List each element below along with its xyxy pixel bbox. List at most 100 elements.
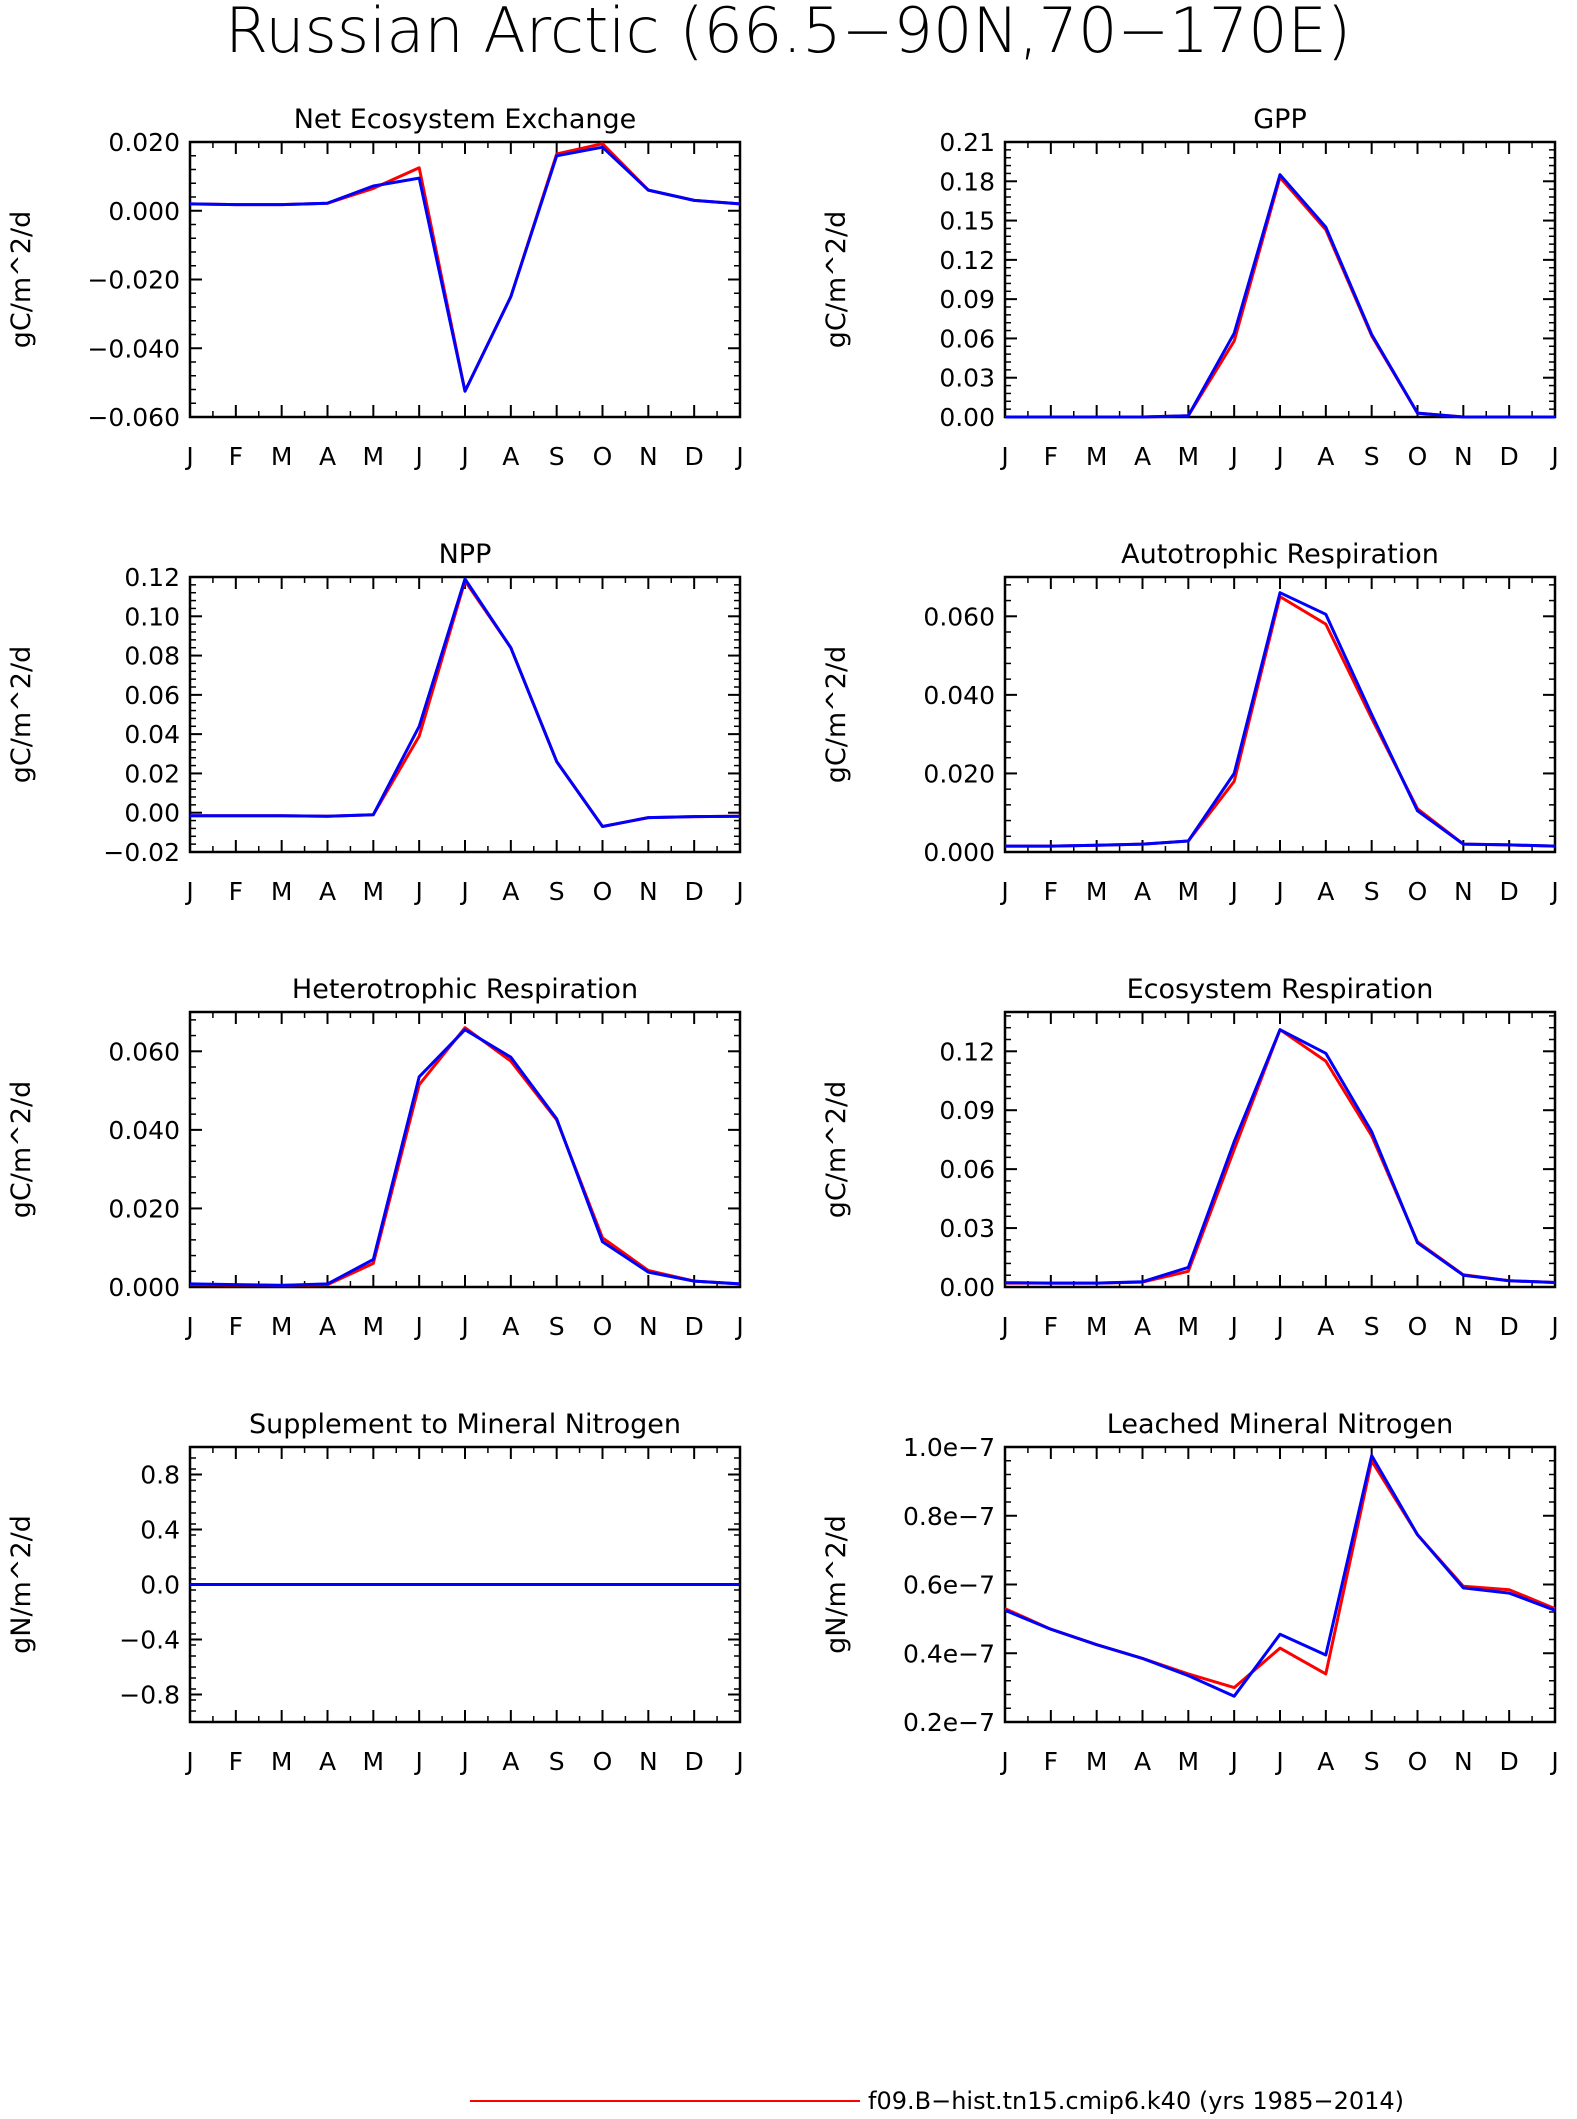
y-tick-label: 0.10: [124, 602, 180, 631]
x-tick-label: F: [229, 1312, 243, 1341]
x-tick-label: S: [1364, 877, 1380, 906]
x-tick-label: J: [184, 877, 193, 906]
x-tick-label: F: [1044, 877, 1058, 906]
x-tick-label: S: [549, 442, 565, 471]
x-tick-label: S: [549, 1312, 565, 1341]
x-tick-label: D: [685, 1312, 704, 1341]
y-tick-label: 0.020: [108, 128, 180, 157]
y-axis-label: gN/m^2/d: [6, 1515, 37, 1654]
y-tick-label: 0.000: [108, 1273, 180, 1302]
x-tick-label: J: [999, 1747, 1008, 1776]
series-line-red: [190, 579, 741, 828]
panel-title: Net Ecosystem Exchange: [294, 104, 637, 135]
legend: f09.B−hist.tn15.cmip6.k40 (yrs 1985−2014…: [470, 2087, 1404, 2115]
plot-frame: [188, 1010, 742, 1289]
x-tick-label: N: [1454, 1747, 1473, 1776]
x-tick-label: F: [229, 877, 243, 906]
x-tick-label: M: [363, 1747, 385, 1776]
x-tick-label: J: [999, 877, 1008, 906]
y-tick-label: 0.12: [939, 1037, 995, 1066]
x-tick-label: J: [1228, 1312, 1237, 1341]
series-line-blue: [1004, 1028, 1556, 1285]
y-tick-label: 0.00: [939, 403, 995, 432]
y-axis-label: gC/m^2/d: [6, 1081, 37, 1218]
x-tick-label: A: [502, 877, 519, 906]
x-tick-label: J: [1274, 1312, 1283, 1341]
x-tick-label: J: [413, 1312, 422, 1341]
y-tick-label: −0.040: [87, 334, 180, 363]
series-line-blue: [1004, 1454, 1556, 1698]
plot-frame: [1003, 140, 1557, 419]
y-tick-label: 0.040: [923, 681, 995, 710]
x-tick-label: J: [413, 442, 422, 471]
panel-title: Ecosystem Respiration: [1127, 974, 1434, 1005]
x-tick-label: J: [459, 1747, 468, 1776]
x-tick-label: A: [1134, 1312, 1151, 1341]
x-tick-label: M: [271, 877, 293, 906]
x-tick-label: M: [1178, 1747, 1200, 1776]
x-tick-label: D: [1500, 1312, 1519, 1341]
series-line-blue: [189, 1028, 741, 1287]
y-tick-label: 0.09: [939, 285, 995, 314]
x-tick-label: O: [1408, 442, 1428, 471]
y-tick-label: 0.000: [923, 838, 995, 867]
y-tick-label: 0.8e−7: [903, 1502, 995, 1531]
y-axis-label: gN/m^2/d: [821, 1515, 852, 1654]
y-tick-label: 0.04: [124, 720, 180, 749]
x-tick-label: A: [1317, 877, 1334, 906]
x-tick-label: O: [1408, 1747, 1428, 1776]
x-tick-label: F: [1044, 1312, 1058, 1341]
x-tick-label: S: [549, 1747, 565, 1776]
panel-title: GPP: [1253, 104, 1307, 135]
y-tick-label: 0.02: [124, 759, 180, 788]
x-tick-label: N: [1454, 1312, 1473, 1341]
x-tick-label: A: [1134, 877, 1151, 906]
x-tick-label: A: [1134, 442, 1151, 471]
series-line-red: [189, 142, 741, 393]
panel-title: NPP: [439, 539, 492, 570]
x-tick-label: N: [1454, 442, 1473, 471]
series-line-red: [1004, 1459, 1556, 1690]
x-tick-label: J: [1549, 1747, 1558, 1776]
x-tick-label: J: [1549, 1312, 1558, 1341]
x-tick-label: M: [271, 1747, 293, 1776]
y-axis-label: gC/m^2/d: [6, 646, 37, 783]
x-tick-label: D: [685, 877, 704, 906]
y-tick-label: 0.040: [108, 1116, 180, 1145]
x-tick-label: J: [184, 1312, 193, 1341]
x-tick-label: J: [734, 1312, 743, 1341]
x-tick-label: J: [734, 442, 743, 471]
y-tick-label: −0.020: [87, 266, 180, 295]
x-tick-label: M: [1086, 877, 1108, 906]
series-line-blue: [189, 145, 741, 393]
legend-label: f09.B−hist.tn15.cmip6.k40 (yrs 1985−2014…: [868, 2087, 1404, 2115]
x-tick-label: O: [1408, 1312, 1428, 1341]
panel-title: Heterotrophic Respiration: [292, 974, 638, 1005]
x-tick-label: O: [593, 877, 613, 906]
x-tick-label: M: [1178, 1312, 1200, 1341]
x-tick-label: J: [734, 877, 743, 906]
x-tick-label: A: [1317, 1312, 1334, 1341]
y-tick-label: 0.4: [140, 1516, 180, 1545]
y-tick-label: 0.08: [124, 642, 180, 671]
x-tick-label: J: [413, 1747, 422, 1776]
series-line-blue: [1005, 591, 1556, 848]
y-tick-label: 0.4e−7: [903, 1639, 995, 1668]
y-tick-label: 0.15: [939, 207, 995, 236]
x-tick-label: A: [502, 1747, 519, 1776]
x-tick-label: N: [639, 1747, 658, 1776]
x-tick-label: D: [685, 1747, 704, 1776]
x-tick-label: D: [1500, 877, 1519, 906]
x-tick-label: D: [1500, 1747, 1519, 1776]
plot-frame: [188, 140, 742, 419]
x-tick-label: J: [1274, 442, 1283, 471]
x-tick-label: F: [1044, 1747, 1058, 1776]
x-tick-label: J: [734, 1747, 743, 1776]
